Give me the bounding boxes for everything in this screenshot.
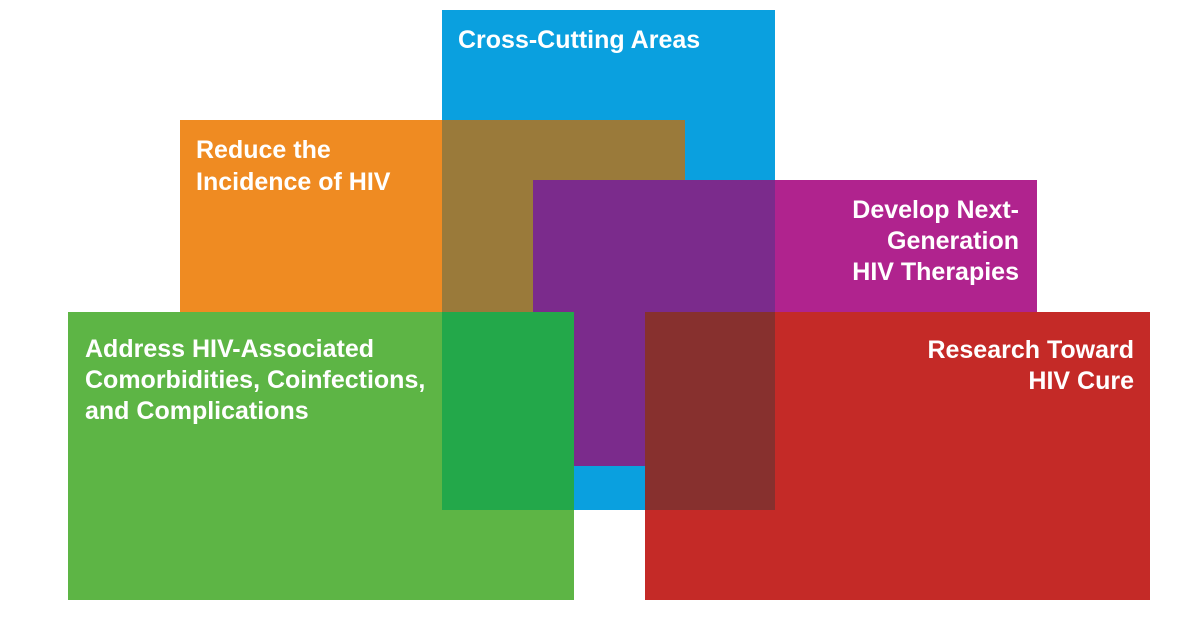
box-label: Cross-Cutting Areas: [458, 26, 700, 54]
box-label: Comorbidities, Coinfections,: [85, 366, 425, 394]
green-overlap: [442, 312, 574, 510]
box-label: HIV Therapies: [852, 258, 1019, 286]
box-label: Reduce the: [196, 136, 331, 164]
box-label: Generation: [887, 227, 1019, 255]
box-label: Address HIV-Associated: [85, 335, 374, 363]
box-label: Develop Next-: [852, 196, 1019, 224]
box-label: Research Toward: [927, 336, 1134, 364]
box-label: HIV Cure: [1028, 367, 1134, 395]
red-overlap: [645, 312, 775, 510]
box-label: Incidence of HIV: [196, 168, 391, 196]
box-label: and Complications: [85, 397, 309, 425]
